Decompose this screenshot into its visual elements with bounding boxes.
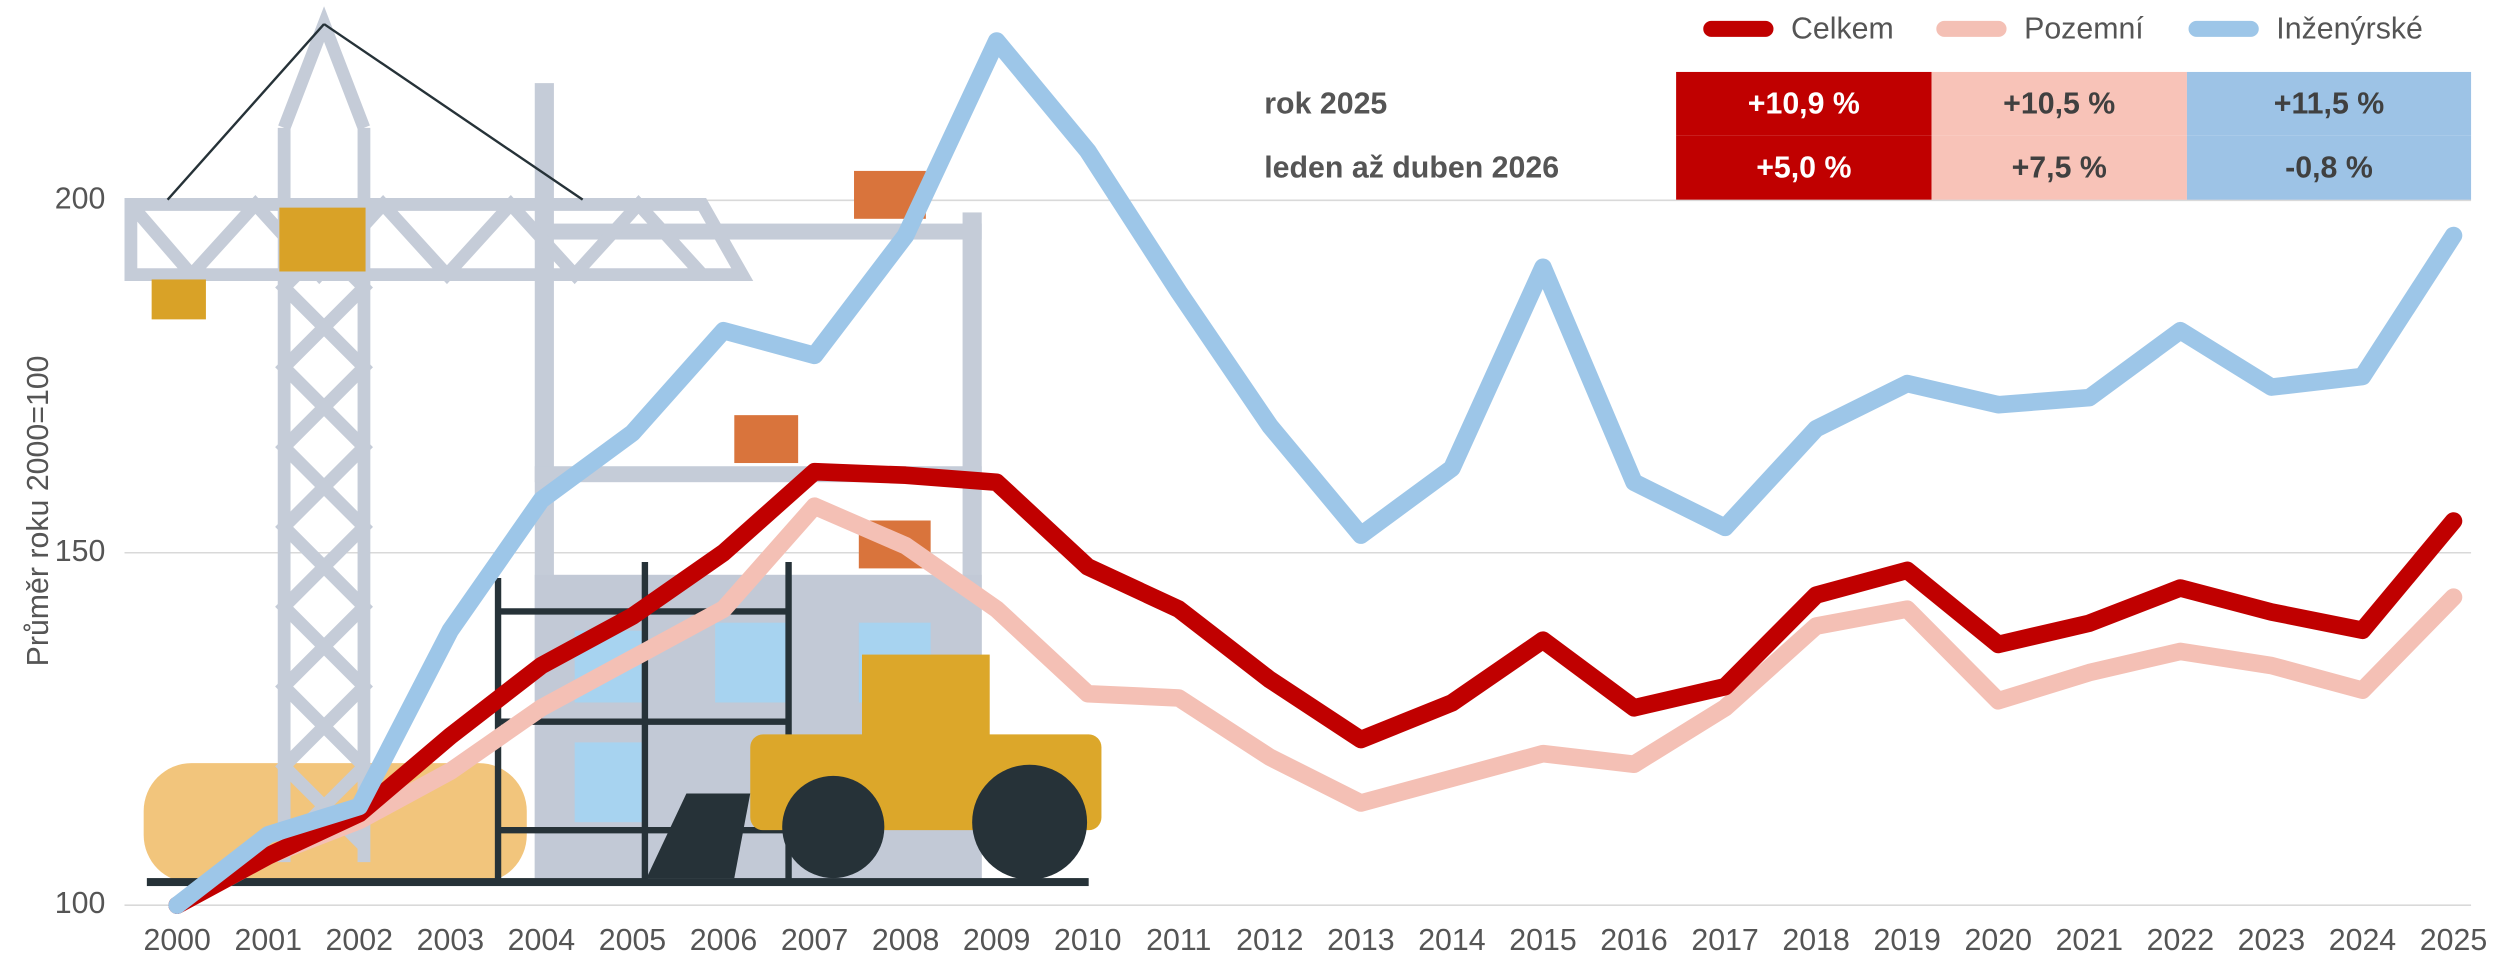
x-tick-label: 2019 <box>1873 924 1940 957</box>
table-value: +10,5 % <box>2003 87 2115 120</box>
legend-label: Inženýrské <box>2276 12 2423 45</box>
table-value: +10,9 % <box>1748 87 1860 120</box>
counterweight <box>279 207 366 272</box>
legend-label: Pozemní <box>2024 12 2144 45</box>
x-tick-label: 2000 <box>143 924 210 957</box>
x-tick-label: 2009 <box>963 924 1030 957</box>
table-value: -0,8 % <box>2285 151 2373 184</box>
x-tick-label: 2010 <box>1054 924 1121 957</box>
table-cell <box>2186 135 2472 200</box>
crane-cable <box>166 23 584 201</box>
x-tick-label: 2024 <box>2329 924 2396 957</box>
bricks <box>734 415 799 464</box>
x-tick-label: 2006 <box>690 924 757 957</box>
x-tick-label: 2015 <box>1509 924 1576 957</box>
x-tick-label: 2003 <box>417 924 484 957</box>
line-series <box>168 32 2463 914</box>
table-value: +5,0 % <box>1756 151 1851 184</box>
x-tick-label: 2007 <box>781 924 848 957</box>
y-tick-label: 100 <box>55 887 106 920</box>
summary-table: rok 2025 +10,9 % +10,5 % +11,5 % leden až du… <box>1264 71 2472 200</box>
x-tick-label: 2025 <box>2420 924 2487 957</box>
beam <box>534 223 982 240</box>
y-tick-label: 150 <box>55 535 106 568</box>
row-label: rok 2025 <box>1264 87 1387 120</box>
weight <box>151 279 206 320</box>
line-series <box>168 497 2463 914</box>
table-cell <box>1931 135 2187 200</box>
y-tick-label: 200 <box>55 182 106 215</box>
table-cell <box>1676 135 1932 200</box>
x-tick-label: 2012 <box>1236 924 1303 957</box>
table-value: +11,5 % <box>2274 87 2384 120</box>
x-tick-label: 2011 <box>1146 924 1211 957</box>
window <box>574 742 647 823</box>
bucket <box>646 793 751 879</box>
x-tick-label: 2013 <box>1327 924 1394 957</box>
construction-illustration <box>124 6 1102 887</box>
x-tick-label: 2017 <box>1691 924 1758 957</box>
x-tick-label: 2004 <box>508 924 575 957</box>
x-tick-label: 2018 <box>1782 924 1849 957</box>
ground <box>146 878 1089 887</box>
x-tick-label: 2014 <box>1418 924 1485 957</box>
x-tick-label: 2021 <box>2056 924 2123 957</box>
wheel <box>782 775 885 879</box>
x-tick-label: 2002 <box>326 924 393 957</box>
line-series <box>168 462 2463 914</box>
y-axis-label: Průměr roku 2000=100 <box>22 355 55 666</box>
row-label: leden až duben 2026 <box>1264 151 1559 184</box>
x-tick-label: 2005 <box>599 924 666 957</box>
wheel <box>972 764 1088 880</box>
x-tick-label: 2022 <box>2147 924 2214 957</box>
x-tick-label: 2008 <box>872 924 939 957</box>
x-tick-label: 2016 <box>1600 924 1667 957</box>
legend-label: Celkem <box>1791 12 1894 45</box>
x-tick-label: 2020 <box>1965 924 2032 957</box>
x-tick-label: 2023 <box>2238 924 2305 957</box>
table-cell <box>1931 71 2187 136</box>
window <box>715 622 787 703</box>
x-tick-label: 2001 <box>235 924 302 957</box>
table-cell <box>1676 71 1932 136</box>
table-value: +7,5 % <box>2012 151 2107 184</box>
table-cell <box>2186 71 2472 136</box>
